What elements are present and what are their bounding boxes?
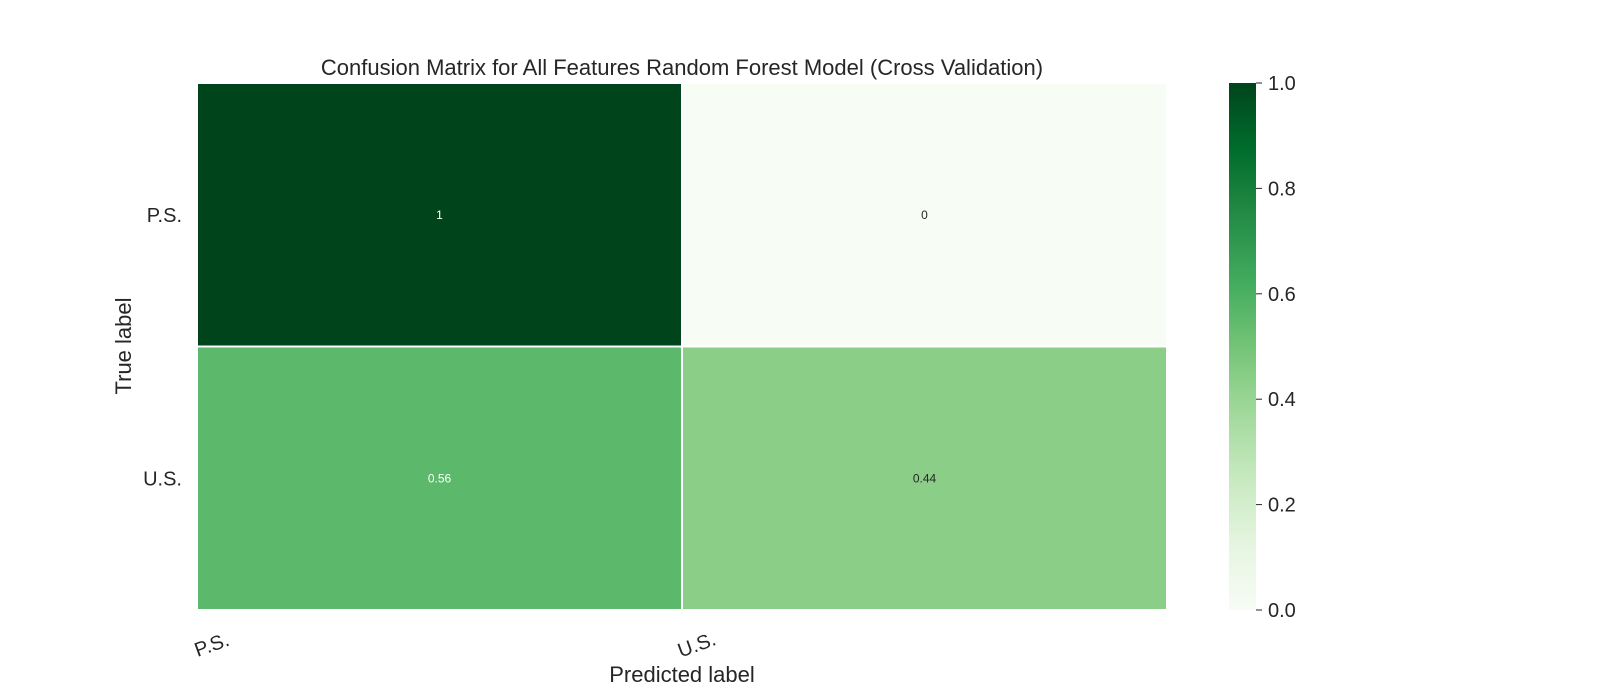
colorbar-tick-label: 0.8 (1268, 178, 1296, 200)
x-axis-ticks: P.S. U.S. (192, 628, 719, 662)
heatmap-cell (196, 82, 683, 348)
colorbar-tick-label: 0.6 (1268, 284, 1296, 306)
colorbar-tick-label: 0.4 (1268, 389, 1296, 411)
x-tick-label: U.S. (675, 628, 719, 662)
heatmap-cell-labels: 1 0 0.56 0.44 (428, 208, 937, 486)
colorbar-tick-label: 0.2 (1268, 495, 1296, 517)
colorbar-tick-label: 0.0 (1268, 600, 1296, 622)
heatmap-cell-label: 0 (921, 208, 928, 222)
x-tick-label: P.S. (192, 629, 233, 662)
heatmap-cell (681, 82, 1168, 348)
heatmap-cell-label: 1 (436, 208, 443, 222)
colorbar-tick-label: 1.0 (1268, 73, 1296, 95)
y-axis-ticks: P.S. U.S. (143, 205, 182, 491)
heatmap-cells (196, 82, 1168, 611)
y-tick-label: P.S. (147, 205, 182, 227)
heatmap-cell-label: 0.44 (913, 471, 937, 485)
colorbar (1229, 83, 1256, 610)
y-axis-label: True label (111, 297, 136, 394)
heatmap-cell (681, 345, 1168, 611)
heatmap-cell (196, 345, 683, 611)
y-tick-label: U.S. (143, 468, 182, 490)
chart-title: Confusion Matrix for All Features Random… (321, 55, 1043, 80)
heatmap-cell-label: 0.56 (428, 471, 452, 485)
colorbar-ticks: 0.0 0.2 0.4 0.6 0.8 1.0 (1256, 73, 1296, 622)
x-axis-label: Predicted label (609, 662, 755, 687)
